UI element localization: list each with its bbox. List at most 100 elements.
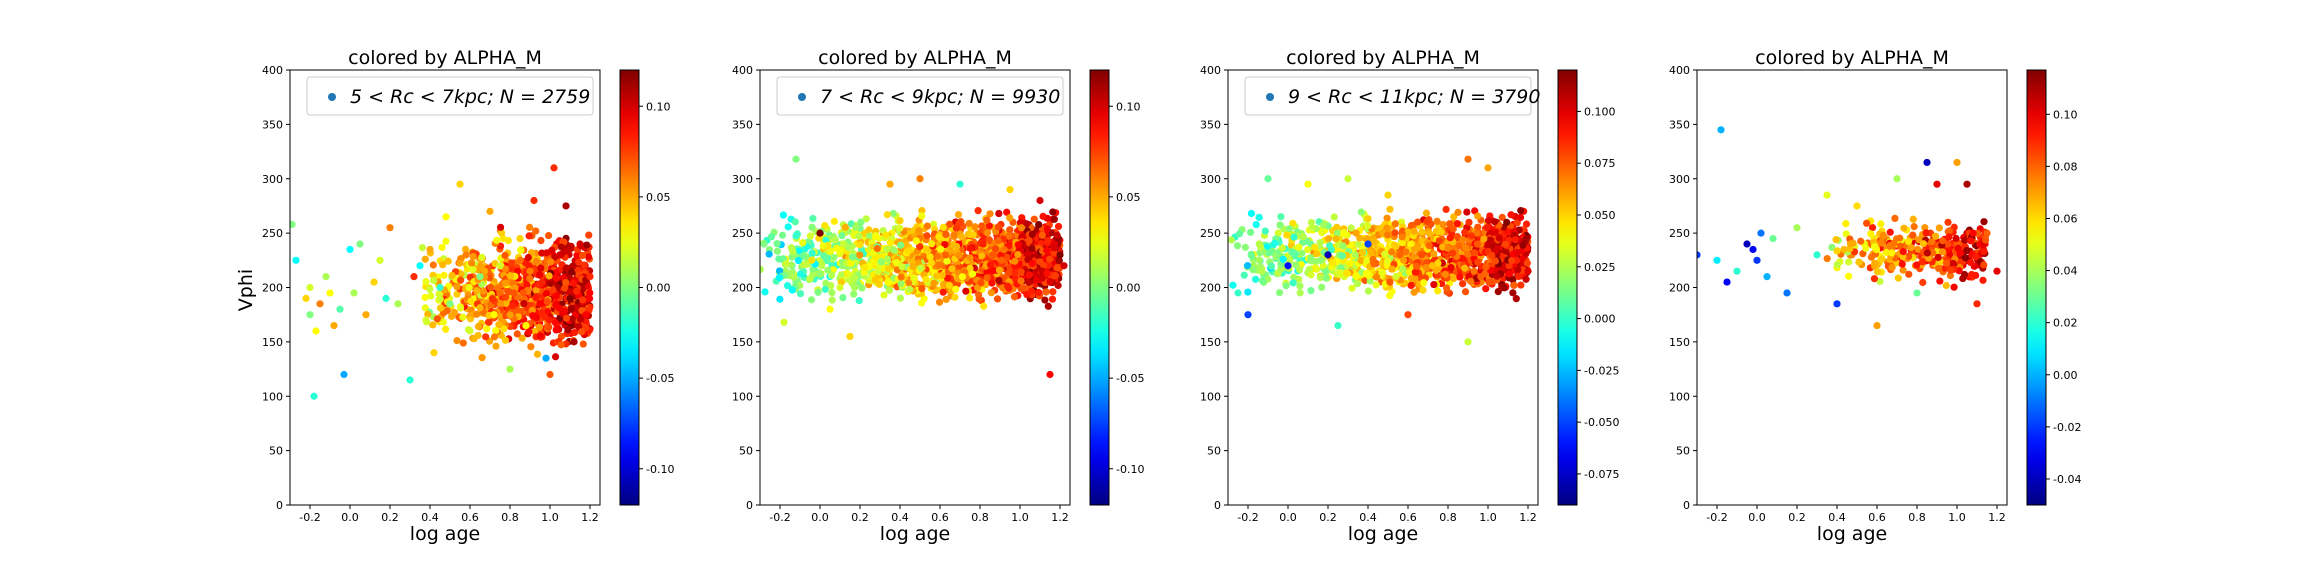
y-tick-label: 200 <box>262 282 283 295</box>
colorbar-tick-label: 0.025 <box>1584 261 1616 274</box>
data-point <box>1456 273 1464 281</box>
data-point <box>1289 219 1297 227</box>
data-point <box>1909 231 1917 239</box>
data-point <box>546 279 555 288</box>
data-point <box>562 264 571 272</box>
data-point <box>1753 256 1761 264</box>
data-point <box>1464 155 1472 163</box>
data-point <box>532 227 540 235</box>
data-point <box>1011 269 1019 277</box>
data-point <box>1980 261 1988 269</box>
data-point <box>488 295 497 303</box>
data-point <box>896 224 904 232</box>
data-point <box>516 234 524 243</box>
data-point <box>467 297 475 305</box>
data-point <box>942 295 950 304</box>
data-point <box>1307 254 1315 262</box>
y-tick-label: 350 <box>1669 118 1690 131</box>
data-point <box>847 259 855 267</box>
data-point <box>573 251 581 259</box>
data-point <box>532 294 540 302</box>
data-point <box>544 231 553 240</box>
data-point <box>326 289 334 297</box>
data-point <box>538 278 546 287</box>
data-point <box>828 296 836 304</box>
data-point <box>1919 240 1927 248</box>
colorbar-tick-label: 0.10 <box>646 100 671 113</box>
data-point <box>1439 220 1447 229</box>
colorbar <box>1557 69 1578 506</box>
data-point <box>831 236 839 244</box>
data-point <box>856 241 864 249</box>
data-point <box>1276 221 1284 229</box>
data-point <box>1878 255 1886 263</box>
data-point <box>577 328 586 336</box>
y-tick-label: 0 <box>276 499 283 512</box>
legend-box <box>776 76 1064 116</box>
colorbar-tick-label: 0.02 <box>2053 317 2078 330</box>
data-point <box>846 332 854 341</box>
data-point <box>1842 230 1850 238</box>
data-point <box>836 283 844 292</box>
data-point <box>1471 249 1479 257</box>
data-point <box>806 232 814 240</box>
x-tick-label: 0.4 <box>891 511 909 524</box>
data-point <box>579 296 587 304</box>
x-tick-label: 0.8 <box>1908 511 1926 524</box>
data-point <box>529 312 537 320</box>
data-point <box>1928 238 1936 246</box>
data-point <box>1888 249 1896 257</box>
data-point <box>584 253 593 261</box>
data-point <box>1258 277 1267 285</box>
data-point <box>1304 246 1312 254</box>
data-point <box>567 242 575 250</box>
colorbar-tick-label: -0.04 <box>2053 473 2081 486</box>
data-point <box>552 292 560 300</box>
data-point <box>1511 236 1519 244</box>
data-point <box>821 285 829 293</box>
data-point <box>1048 295 1057 303</box>
data-point <box>918 284 926 293</box>
data-point <box>490 333 499 341</box>
data-point <box>877 258 885 266</box>
data-point <box>836 245 845 254</box>
data-point <box>1882 248 1891 257</box>
x-tick-label: -0.2 <box>1706 511 1727 524</box>
data-point <box>861 263 869 272</box>
data-point <box>1484 164 1492 172</box>
data-point <box>880 291 888 299</box>
data-point <box>951 293 959 301</box>
data-point <box>1025 271 1033 279</box>
colorbar-tick-label: -0.10 <box>646 463 674 476</box>
data-point <box>1050 215 1058 223</box>
data-point <box>897 273 905 281</box>
data-point <box>1386 205 1394 213</box>
data-point <box>927 258 935 267</box>
data-point <box>946 220 954 228</box>
data-point <box>1512 295 1520 303</box>
data-point <box>1896 234 1904 242</box>
data-point <box>545 272 553 280</box>
data-point <box>522 321 530 330</box>
data-point <box>1271 239 1279 247</box>
data-point <box>1459 280 1467 288</box>
y-tick-label: 250 <box>732 227 753 240</box>
data-point <box>1249 266 1257 274</box>
data-point <box>421 255 429 263</box>
data-point <box>1482 263 1490 271</box>
data-point <box>549 286 557 294</box>
data-point <box>1364 215 1372 223</box>
data-point <box>1044 236 1052 245</box>
data-point <box>1412 262 1421 270</box>
data-point <box>1295 266 1304 274</box>
data-point <box>448 271 456 280</box>
data-point <box>532 257 541 266</box>
data-point <box>1333 229 1342 237</box>
data-point <box>1305 265 1313 273</box>
colorbar-tick-label: 0.04 <box>2053 265 2078 278</box>
data-point <box>807 296 816 304</box>
data-point <box>1907 244 1915 252</box>
data-point <box>1407 240 1415 248</box>
data-point <box>429 321 437 329</box>
